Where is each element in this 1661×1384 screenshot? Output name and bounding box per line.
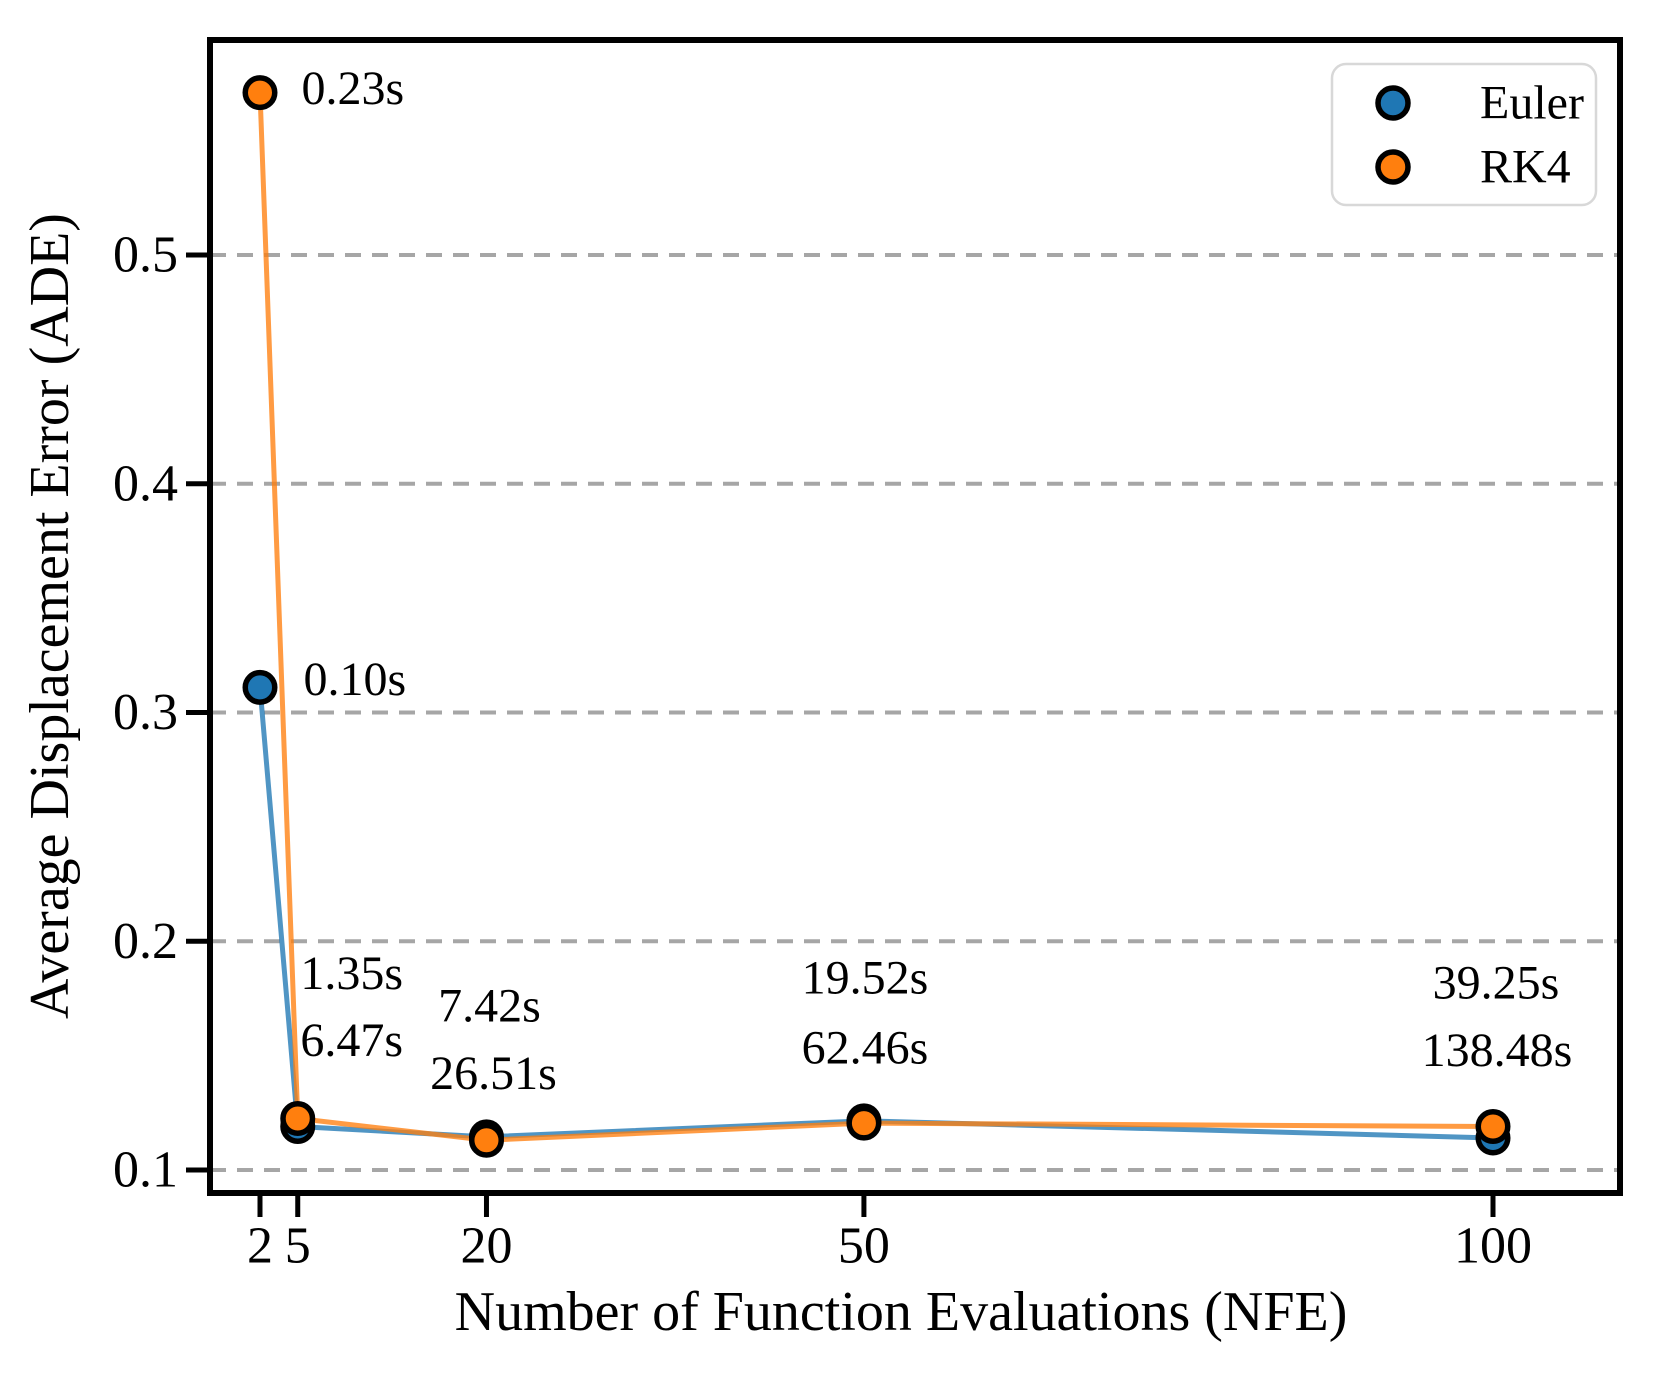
rk4-marker-nfe-100 xyxy=(1475,1109,1511,1145)
x-tick-label: 5 xyxy=(285,1218,311,1275)
time-annotation-rk4-nfe-50: 62.46s xyxy=(802,1022,929,1075)
rk4-marker-nfe-2 xyxy=(242,75,278,111)
x-tick-label: 50 xyxy=(838,1218,890,1275)
time-annotation-rk4-nfe-20: 26.51s xyxy=(430,1047,557,1100)
time-annotation-euler-nfe-20: 7.42s xyxy=(438,979,541,1032)
ticks-layer: 0.1 0.2 0.3 0.4 0.5 2 5 20 50 100 xyxy=(113,227,1532,1275)
legend-label-euler: Euler xyxy=(1480,77,1584,130)
series-layer xyxy=(242,75,1511,1158)
annotations-layer: 0.23s 0.10s 1.35s 6.47s 7.42s 26.51s 19.52s 62.… xyxy=(300,62,1572,1100)
legend-label-rk4: RK4 xyxy=(1480,141,1571,194)
x-axis-title: Number of Function Evaluations (NFE) xyxy=(455,1281,1348,1343)
time-annotation-rk4-nfe-100: 138.48s xyxy=(1422,1024,1573,1077)
y-tick-label: 0.1 xyxy=(113,1142,178,1199)
euler-marker-nfe-2 xyxy=(242,669,278,705)
rk4-marker-nfe-50 xyxy=(846,1105,882,1141)
rk4-marker-nfe-20 xyxy=(468,1122,504,1158)
legend: Euler RK4 xyxy=(1330,62,1598,207)
x-tick-label: 2 xyxy=(247,1218,273,1275)
time-annotation-euler-nfe-2: 0.10s xyxy=(304,653,407,706)
rk4-marker-nfe-5 xyxy=(280,1101,316,1137)
time-annotation-euler-nfe-5: 1.35s xyxy=(300,947,403,1000)
plot-border xyxy=(207,37,1623,1196)
y-tick-label: 0.4 xyxy=(113,455,178,512)
y-axis-title: Average Displacement Error (ADE) xyxy=(19,213,81,1019)
time-annotation-euler-nfe-50: 19.52s xyxy=(802,951,929,1004)
legend-marker-rk4 xyxy=(1375,149,1411,185)
time-annotation-rk4-nfe-5: 6.47s xyxy=(300,1014,403,1067)
y-tick-label: 0.5 xyxy=(113,227,178,284)
y-tick-label: 0.2 xyxy=(113,913,178,970)
time-annotation-rk4-nfe-2: 0.23s xyxy=(302,62,405,115)
y-tick-label: 0.3 xyxy=(113,684,178,741)
time-annotation-euler-nfe-100: 39.25s xyxy=(1433,956,1560,1009)
x-tick-label: 20 xyxy=(460,1218,512,1275)
legend-marker-euler xyxy=(1375,85,1411,121)
gridlines-layer xyxy=(210,253,1620,1172)
x-tick-label: 100 xyxy=(1454,1218,1532,1275)
